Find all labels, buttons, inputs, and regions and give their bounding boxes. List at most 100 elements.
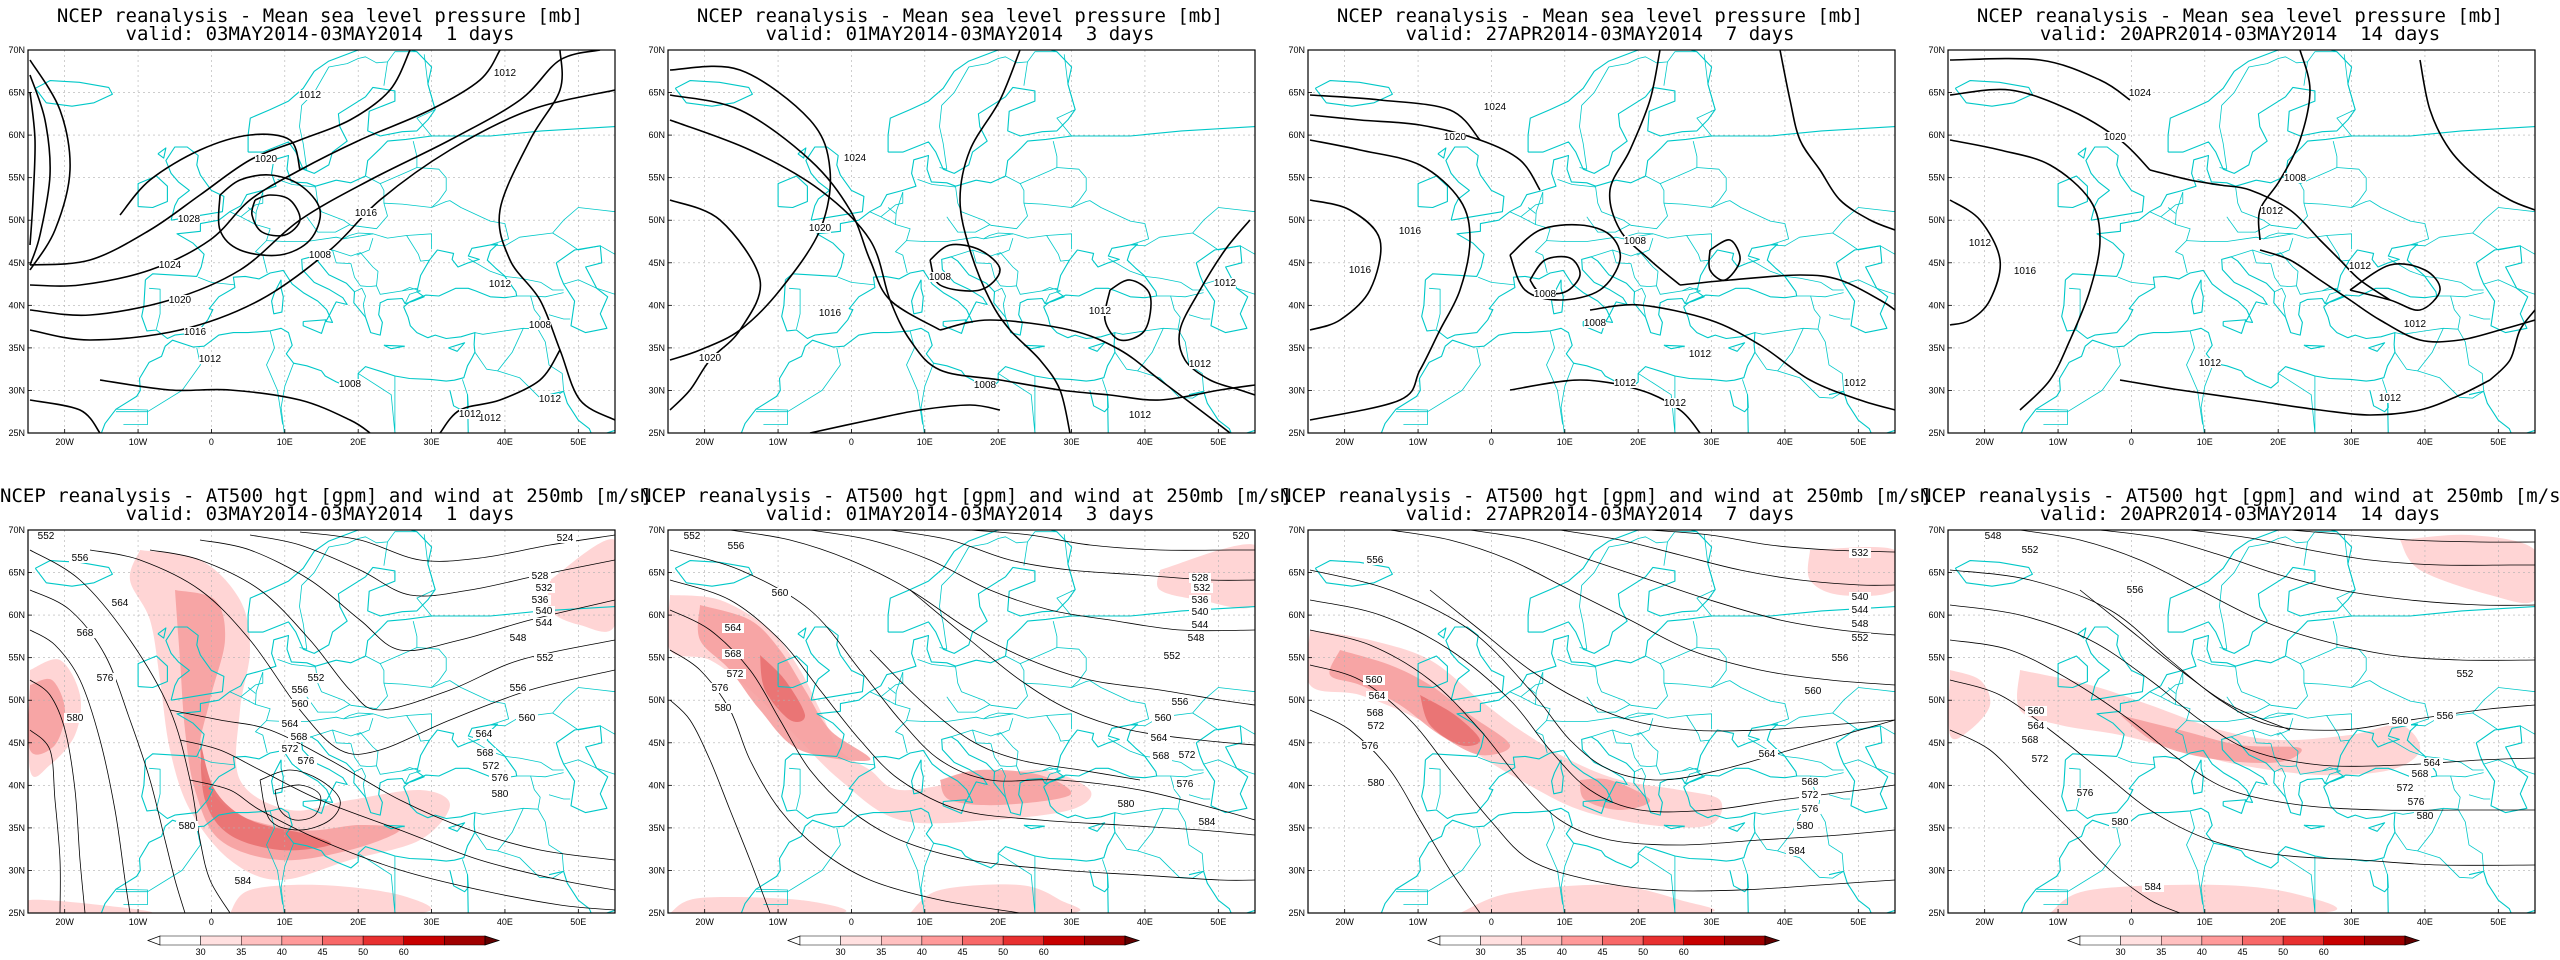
- contour-label: 564: [476, 729, 493, 740]
- contour-label: 568: [1153, 751, 1170, 762]
- contour-label-bg: [2394, 783, 2416, 793]
- contour-label: 556: [292, 685, 309, 696]
- lon-tick-label: 20W: [695, 437, 714, 447]
- contour-label: 572: [483, 761, 500, 772]
- colorbar-tick-label: 40: [1557, 947, 1567, 957]
- lon-tick-label: 50E: [1850, 437, 1866, 447]
- lat-tick-label: 45N: [1928, 258, 1945, 268]
- isobar-line: [669, 119, 1255, 401]
- contour-label-bg: [2405, 797, 2427, 807]
- contour-label: 1008: [1534, 289, 1557, 300]
- lat-tick-label: 65N: [1288, 568, 1305, 578]
- contour-label: 1012: [479, 413, 502, 424]
- panel-slp-3d: 1024 1020 1016 1008 1012 1012 1020 1012 1008 1012…: [640, 0, 1280, 480]
- lon-tick-label: 40E: [2417, 917, 2433, 927]
- contour-label-bg: [2129, 88, 2151, 98]
- contour-label: 568: [291, 732, 308, 743]
- contour-label-bg: [1624, 236, 1646, 246]
- lon-tick-label: 50E: [570, 437, 586, 447]
- contour-label-bg: [1169, 697, 1191, 707]
- contour-label: 1020: [699, 353, 722, 364]
- lon-tick-label: 10W: [2049, 437, 2068, 447]
- panel-title: NCEP reanalysis - AT500 hgt [gpm] and wi…: [640, 485, 1293, 507]
- contour-label-bg: [2454, 669, 2476, 679]
- lon-tick-label: 20E: [1630, 917, 1646, 927]
- colorbar-tick-label: 60: [399, 947, 409, 957]
- contour-label-bg: [489, 789, 511, 799]
- height-contour-line: [669, 609, 1255, 881]
- jet-streak-shading: [175, 590, 401, 861]
- colorbar-tick-label: 45: [2237, 947, 2247, 957]
- lon-tick-label: 20W: [1975, 917, 1994, 927]
- height-contour-line: [29, 549, 231, 913]
- contour-label-bg: [299, 90, 321, 100]
- lat-tick-label: 65N: [8, 88, 25, 98]
- contour-label-bg: [1174, 779, 1196, 789]
- contour-label: 1012: [489, 279, 512, 290]
- contour-label-bg: [725, 541, 747, 551]
- lat-tick-label: 65N: [8, 568, 25, 578]
- height-contour-line: [169, 709, 615, 861]
- isobar-line: [2349, 262, 2441, 311]
- lat-tick-label: 35N: [8, 823, 25, 833]
- jet-streak-shading: [2400, 534, 2535, 604]
- contour-label: 1024: [1484, 102, 1507, 113]
- contour-label: 568: [1367, 708, 1384, 719]
- height-contour-line: [29, 629, 131, 913]
- contour-label: 1016: [1349, 265, 1372, 276]
- lon-tick-label: 20W: [1335, 917, 1354, 927]
- contour-label-bg: [480, 761, 502, 771]
- lat-tick-label: 40N: [1928, 300, 1945, 310]
- contour-label: 1012: [1689, 349, 1712, 360]
- contour-label: 1020: [169, 295, 192, 306]
- colorbar-tick-label: 45: [317, 947, 327, 957]
- wind-speed-colorbar: 30 35 40 45 50 60: [1427, 935, 1781, 957]
- contour-label: 544: [1192, 620, 1209, 631]
- contour-label: 576: [1177, 779, 1194, 790]
- height-contour-line: [1949, 639, 2535, 811]
- isobar-line: [1103, 279, 1152, 342]
- contour-label-bg: [1534, 289, 1556, 299]
- lon-tick-label: 20W: [1975, 437, 1994, 447]
- contour-label: 552: [308, 673, 325, 684]
- contour-label-bg: [159, 260, 181, 270]
- contour-label: 1016: [1399, 226, 1422, 237]
- contour-label-bg: [724, 669, 746, 679]
- jet-streak-shading: [547, 539, 615, 632]
- contour-label-bg: [339, 379, 361, 389]
- lat-tick-label: 60N: [648, 130, 665, 140]
- isobar-line: [1309, 139, 1471, 421]
- contour-label-bg: [459, 409, 481, 419]
- contour-label: 580: [179, 821, 196, 832]
- contour-label-bg: [2142, 882, 2164, 892]
- colorbar-tick-label: 30: [196, 947, 206, 957]
- lat-tick-label: 55N: [8, 653, 25, 663]
- isobar-line: [1949, 88, 2151, 171]
- lon-tick-label: 50E: [570, 917, 586, 927]
- lon-tick-label: 20W: [55, 917, 74, 927]
- lat-tick-label: 35N: [648, 343, 665, 353]
- contour-label-bg: [1969, 238, 1991, 248]
- contour-label: 580: [67, 713, 84, 724]
- contour-label: 580: [2112, 817, 2129, 828]
- contour-label: 556: [510, 683, 527, 694]
- jet-streak-shading: [28, 899, 153, 913]
- isobar-line: [250, 194, 301, 237]
- contour-label-bg: [529, 571, 551, 581]
- colorbar-tick-label: 35: [876, 947, 886, 957]
- lat-tick-label: 30N: [1288, 385, 1305, 395]
- isobar-line: [1679, 274, 1895, 311]
- contour-label: 556: [728, 541, 745, 552]
- contour-label-bg: [1689, 349, 1711, 359]
- contour-label-bg: [769, 588, 791, 598]
- contour-label-bg: [529, 320, 551, 330]
- lon-tick-label: 10W: [2049, 917, 2068, 927]
- lon-tick-label: 40E: [497, 437, 513, 447]
- contour-label-bg: [2025, 706, 2047, 716]
- lat-tick-label: 55N: [8, 173, 25, 183]
- lat-tick-label: 45N: [1288, 738, 1305, 748]
- lat-tick-label: 55N: [648, 173, 665, 183]
- wind-speed-colorbar: 30 35 40 45 50 60: [2067, 935, 2421, 957]
- lat-tick-label: 50N: [1928, 695, 1945, 705]
- lon-tick-label: 0: [849, 917, 854, 927]
